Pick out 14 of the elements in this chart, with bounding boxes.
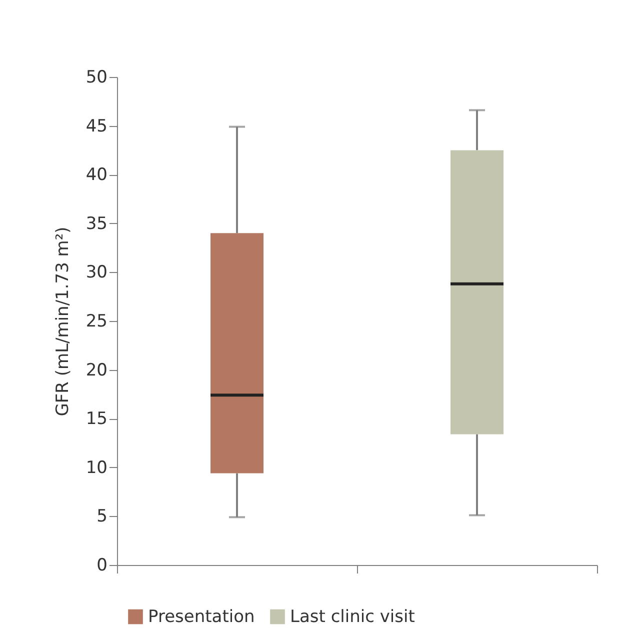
- y-tick-label: 5: [96, 506, 108, 527]
- y-tick-label: 25: [86, 312, 108, 332]
- y-axis-title: GFR (mL/min/1.73 m²): [52, 226, 73, 416]
- legend-label: Last clinic visit: [290, 606, 416, 627]
- y-tick-label: 50: [86, 68, 108, 88]
- y-tick-label: 40: [86, 165, 108, 186]
- y-tick-label: 35: [86, 214, 108, 234]
- y-tick-label: 20: [86, 360, 108, 380]
- y-tick-label: 30: [86, 262, 108, 283]
- legend-label: Presentation: [148, 606, 255, 627]
- y-tick-label: 15: [86, 409, 108, 430]
- y-tick-label: 0: [96, 556, 108, 576]
- y-tick-label: 10: [86, 458, 108, 478]
- y-tick-label: 45: [86, 116, 108, 136]
